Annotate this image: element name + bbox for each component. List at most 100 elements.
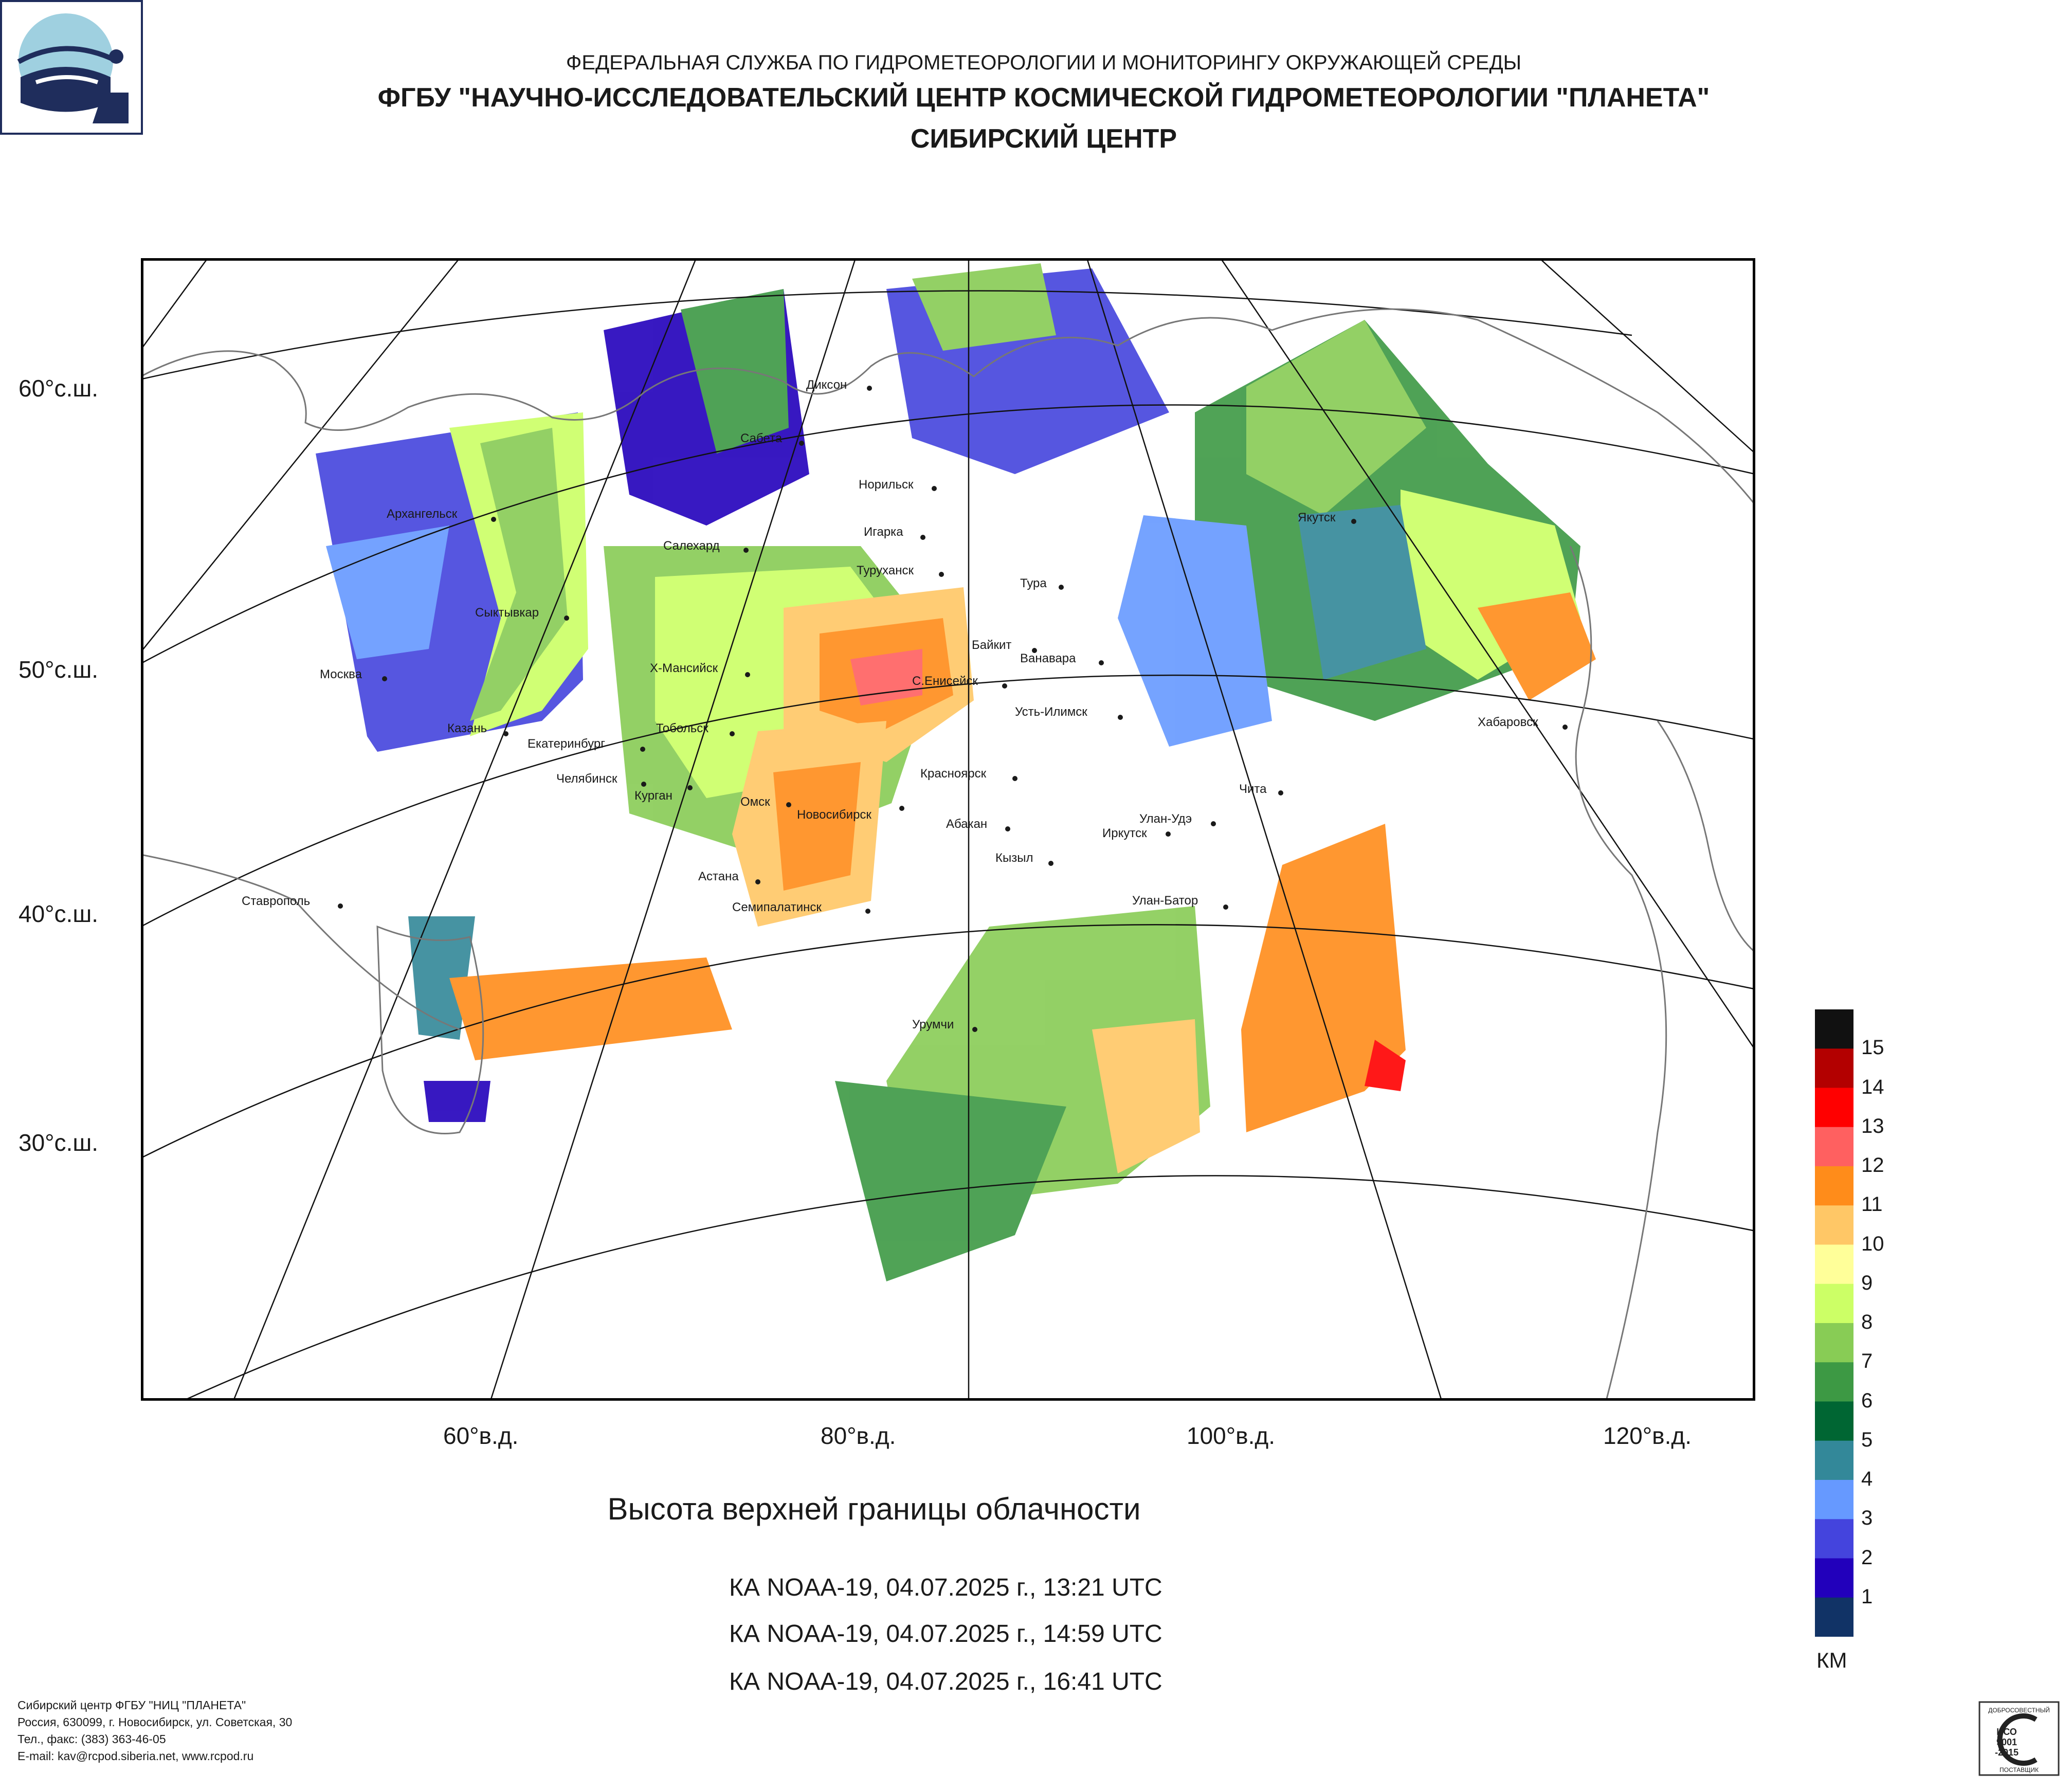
- city-yekaterinburg: Екатеринбург: [528, 737, 645, 752]
- legend-swatch: [1815, 1519, 1853, 1559]
- legend-label: 11: [1861, 1193, 1883, 1216]
- svg-text:Улан-Удэ: Улан-Удэ: [1139, 812, 1192, 826]
- city-kyzyl: Кызыл: [995, 851, 1053, 866]
- svg-text:-2015: -2015: [1995, 1747, 2019, 1758]
- svg-text:Новосибирск: Новосибирск: [797, 808, 871, 822]
- city-dikson: Диксон: [806, 378, 872, 392]
- svg-text:ИСО: ИСО: [1996, 1727, 2017, 1737]
- svg-text:Улан-Батор: Улан-Батор: [1132, 894, 1198, 908]
- legend-swatch: [1815, 1009, 1853, 1049]
- iso-certification-badge: ДОБРОСОВЕСТНЫЙ ИСО 9001 -2015 ПОСТАВЩИК: [1978, 1701, 2060, 1776]
- city-omsk: Омск: [740, 795, 791, 809]
- satellite-pass-3: КА NOAA-19, 04.07.2025 г., 16:41 UTC: [729, 1668, 1162, 1695]
- cloud-field: [316, 263, 1596, 1281]
- product-title: Высота верхней границы облачности: [607, 1492, 1141, 1526]
- svg-text:Казань: Казань: [447, 721, 487, 735]
- legend-swatch: [1815, 1166, 1853, 1206]
- lat-label-40: 40°с.ш.: [19, 900, 99, 927]
- legend-swatch: [1815, 1048, 1853, 1088]
- svg-text:ПОСТАВЩИК: ПОСТАВЩИК: [2000, 1766, 2039, 1774]
- legend-label: 5: [1861, 1428, 1873, 1451]
- legend-unit: КМ: [1816, 1648, 1847, 1672]
- legend-swatch: [1815, 1127, 1853, 1167]
- city-ulan-bator: Улан-Батор: [1132, 894, 1228, 910]
- footer-phone: Тел., факс: (383) 363-46-05: [17, 1732, 166, 1746]
- city-ulan-ude: Улан-Удэ: [1139, 812, 1216, 826]
- coastlines: [141, 308, 1755, 1401]
- legend-label: 4: [1861, 1468, 1873, 1490]
- legend-label: 1: [1861, 1585, 1873, 1608]
- svg-text:Чита: Чита: [1239, 782, 1267, 796]
- legend-label: 2: [1861, 1546, 1873, 1569]
- city-baykit: Байкит: [972, 638, 1037, 653]
- svg-text:Усть-Илимск: Усть-Илимск: [1015, 705, 1087, 719]
- svg-text:Сыктывкар: Сыктывкар: [475, 606, 539, 620]
- city-chelyabinsk: Челябинск: [556, 772, 646, 787]
- svg-text:Урумчи: Урумчи: [912, 1018, 954, 1032]
- lat-label-50: 50°с.ш.: [19, 656, 99, 683]
- satellite-pass-2: КА NOAA-19, 04.07.2025 г., 14:59 UTC: [729, 1620, 1162, 1648]
- legend-swatch: [1815, 1597, 1853, 1637]
- svg-text:Москва: Москва: [320, 667, 362, 681]
- lon-label-60: 60°в.д.: [443, 1422, 519, 1449]
- svg-text:Салехард: Салехард: [663, 539, 720, 553]
- height-color-legend: [1815, 1009, 1853, 1637]
- svg-text:ДОБРОСОВЕСТНЫЙ: ДОБРОСОВЕСТНЫЙ: [1988, 1706, 2050, 1714]
- city-syktyvkar: Сыктывкар: [475, 606, 569, 621]
- svg-text:Иркутск: Иркутск: [1102, 826, 1147, 840]
- header-agency: ФЕДЕРАЛЬНАЯ СЛУЖБА ПО ГИДРОМЕТЕОРОЛОГИИ …: [566, 51, 1522, 74]
- legend-label: 7: [1861, 1350, 1873, 1373]
- city-chita: Чита: [1239, 782, 1283, 796]
- svg-text:Челябинск: Челябинск: [556, 772, 617, 786]
- city-igarka: Игарка: [864, 525, 925, 540]
- svg-text:Якутск: Якутск: [1298, 511, 1336, 524]
- legend-label: 8: [1861, 1311, 1873, 1333]
- svg-text:Кызыл: Кызыл: [995, 851, 1033, 865]
- legend-swatch: [1815, 1558, 1853, 1598]
- svg-text:Туруханск: Туруханск: [857, 564, 914, 577]
- city-salekhard: Салехард: [663, 539, 749, 553]
- legend-label: 13: [1861, 1114, 1884, 1137]
- svg-text:Абакан: Абакан: [946, 817, 987, 831]
- legend-swatch: [1815, 1244, 1853, 1285]
- legend-swatch: [1815, 1480, 1853, 1519]
- city-layer: Диксон Сабета Норильск Архангельск Игарк…: [242, 378, 1568, 1032]
- legend-label: 6: [1861, 1389, 1873, 1412]
- legend-label: 9: [1861, 1271, 1873, 1294]
- city-kurgan: Курган: [634, 785, 693, 803]
- legend-swatch: [1815, 1323, 1853, 1363]
- legend-label: 12: [1861, 1154, 1884, 1177]
- city-novosibirsk: Новосибирск: [797, 806, 904, 822]
- city-abakan: Абакан: [946, 817, 1010, 831]
- legend-label: 15: [1861, 1036, 1884, 1059]
- legend-swatch: [1815, 1401, 1853, 1441]
- city-norilsk: Норильск: [859, 478, 937, 492]
- graticule: [141, 258, 1755, 1401]
- svg-text:Хабаровск: Хабаровск: [1478, 715, 1538, 729]
- city-semipalatinsk: Семипалатинск: [732, 900, 870, 914]
- city-vanavara: Ванавара: [1020, 652, 1104, 665]
- svg-text:Байкит: Байкит: [972, 638, 1011, 652]
- svg-text:Диксон: Диксон: [806, 378, 847, 392]
- city-moscow: Москва: [320, 667, 387, 681]
- city-khabarovsk: Хабаровск: [1478, 715, 1568, 730]
- svg-text:Тура: Тура: [1020, 576, 1047, 590]
- header-institute: ФГБУ "НАУЧНО-ИССЛЕДОВАТЕЛЬСКИЙ ЦЕНТР КОС…: [377, 83, 1710, 113]
- legend-label: 14: [1861, 1075, 1884, 1098]
- city-khanty-mansiysk: Х-Мансийск: [650, 661, 750, 677]
- city-sabeta: Сабета: [740, 431, 804, 446]
- footer-email: E-mail: kav@rcpod.siberia.net, www.rcpod…: [17, 1749, 254, 1763]
- svg-text:Ванавара: Ванавара: [1020, 652, 1076, 665]
- svg-text:Семипалатинск: Семипалатинск: [732, 900, 822, 914]
- svg-text:Омск: Омск: [740, 795, 770, 809]
- svg-text:Тобольск: Тобольск: [656, 721, 708, 735]
- lon-label-100: 100°в.д.: [1187, 1422, 1275, 1449]
- svg-text:Х-Мансийск: Х-Мансийск: [650, 661, 718, 675]
- svg-text:Ставрополь: Ставрополь: [242, 894, 310, 908]
- svg-text:Екатеринбург: Екатеринбург: [528, 737, 605, 751]
- legend-label: 10: [1861, 1232, 1884, 1255]
- map-frame: [141, 258, 1755, 1401]
- svg-text:С.Енисейск: С.Енисейск: [912, 674, 978, 688]
- legend-label: 3: [1861, 1507, 1873, 1530]
- svg-text:Красноярск: Красноярск: [920, 767, 987, 781]
